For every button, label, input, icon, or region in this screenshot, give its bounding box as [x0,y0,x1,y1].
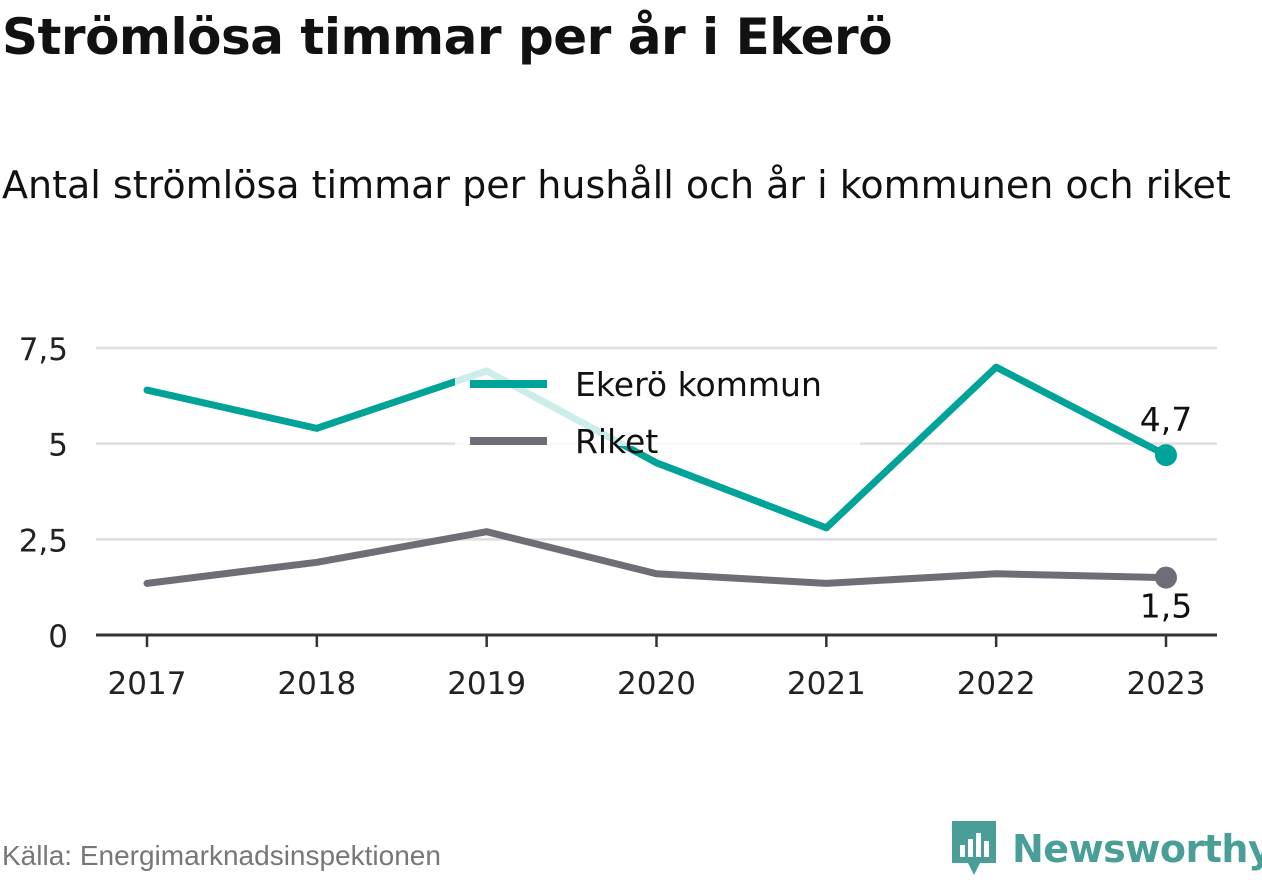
brand-name: Newsworthy [1012,827,1262,871]
x-tick-label: 2021 [787,666,866,702]
source-note: Källa: Energimarknadsinspektionen [2,840,441,871]
newsworthy-logo-icon [952,821,996,875]
series-line-riket [143,528,1170,587]
y-tick-label: 7,5 [19,332,68,368]
x-tick-label: 2019 [447,666,526,702]
chart-subtitle: Antal strömlösa timmar per hushåll och å… [2,163,1231,207]
series-endpoint-ekero [1155,444,1177,467]
chart-title: Strömlösa timmar per år i Ekerö [2,8,893,66]
end-value-label-ekero: 4,7 [1140,400,1192,439]
y-tick-label: 0 [48,619,68,655]
end-value-label-riket: 1,5 [1140,587,1192,626]
y-tick-label: 5 [48,428,68,464]
x-tick-label: 2020 [617,666,696,702]
legend-label: Riket [575,422,658,461]
series-line-ekero [143,363,1170,532]
x-tick-label: 2017 [108,666,187,702]
brand-logo[interactable]: Newsworthy [950,818,1262,880]
legend-background [455,358,860,446]
x-tick-label: 2023 [1127,666,1206,702]
series-endpoint-riket [1155,566,1177,589]
y-tick-label: 2,5 [19,523,68,559]
legend-label: Ekerö kommun [575,365,822,404]
x-tick-label: 2018 [277,666,356,702]
x-tick-label: 2022 [957,666,1036,702]
